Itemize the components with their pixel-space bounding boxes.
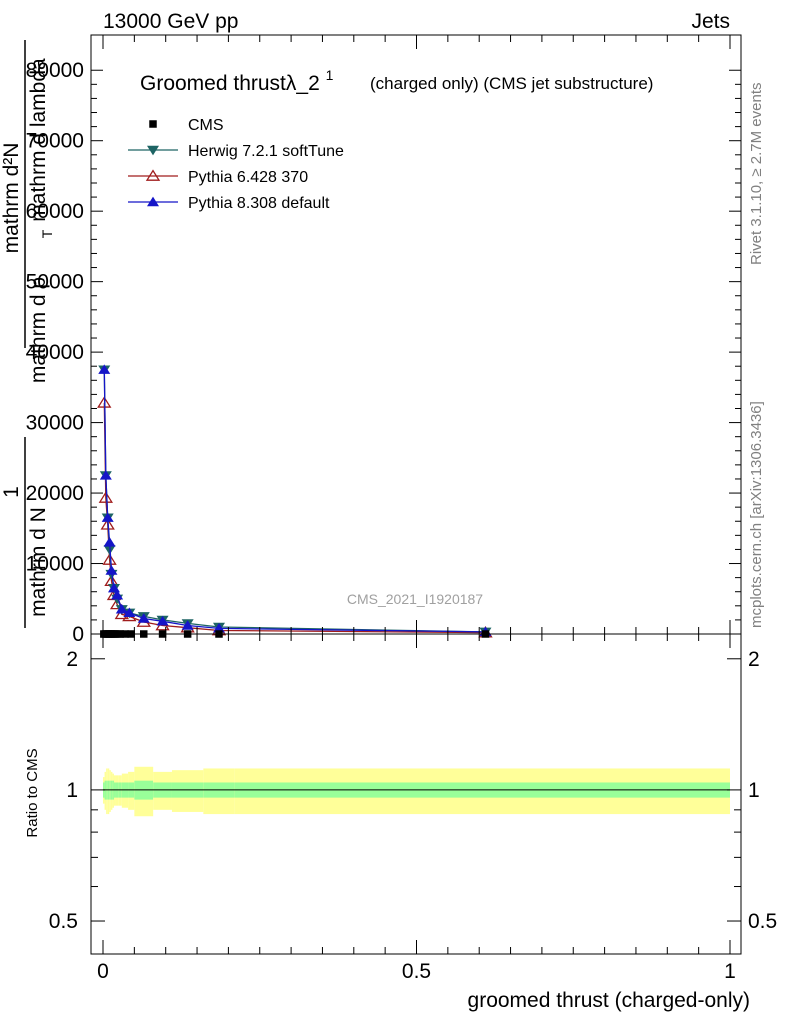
point-pythia-8-308-default (111, 589, 124, 600)
main-ytick-label: 60000 (26, 200, 84, 223)
mcplots-label: mcplots.cern.ch [arXiv:1306.3436] (748, 401, 765, 628)
x-axis-label: groomed thrust (charged-only) (468, 989, 750, 1012)
legend-marker-pythia-8-308-default (147, 196, 159, 207)
point-pythia-6-428-370 (100, 518, 115, 530)
main-ytick-label: 30000 (26, 412, 84, 435)
point-pythia-8-308-default (101, 512, 114, 522)
ratio-xtick-label: 1 (724, 960, 736, 983)
legend-marker-pythia-6-428-370 (145, 169, 161, 181)
y-label-line1: mathrm d²N (0, 143, 23, 254)
ratio-xtick-label: 0.5 (402, 960, 431, 983)
main-ytick-label: 20000 (26, 482, 84, 505)
point-pythia-8-308-default (107, 582, 120, 593)
chart-title: Groomed thrustλ_2 1 (140, 67, 334, 95)
ratio-xtick-label: 0 (97, 960, 109, 983)
main-ytick-label: 50000 (26, 271, 84, 294)
rivet-label: Rivet 3.1.10, ≥ 2.7M events (748, 83, 765, 266)
ratio-ytick-label-right: 2 (748, 648, 760, 671)
legend-label-pythia-6-428-370: Pythia 6.428 370 (188, 169, 308, 186)
main-panel: 0 10000 20000 30000 40000 50000 60000 70000 8000… (0, 34, 742, 646)
y-axis-label: 1 mathrm d N mathrm d²N mathrm d p T mat… (0, 40, 55, 628)
y-label-subscript: T (39, 229, 55, 238)
main-ytick-label: 0 (72, 623, 84, 646)
point-pythia-8-308-default (181, 620, 194, 630)
ratio-ytick-label-right: 1 (748, 779, 760, 802)
ratio-ytick-label-right: 0.5 (748, 910, 777, 933)
main-watermark: CMS_2021_I1920187 (347, 591, 483, 607)
point-pythia-8-308-default (156, 615, 169, 626)
legend: CMS Herwig 7.2.1 softTune Pythia 6.428 370… (128, 117, 344, 212)
point-pythia-8-308-default (212, 622, 225, 633)
point-pythia-6-428-370 (98, 491, 113, 503)
point-pythia-8-308-default (115, 603, 128, 614)
ratio-ytick-label: 0.5 (49, 910, 78, 933)
point-pythia-6-428-370 (114, 607, 129, 620)
point-pythia-6-428-370 (102, 553, 117, 565)
main-ytick-label: 70000 (26, 130, 84, 153)
point-pythia-8-308-default (98, 364, 111, 374)
ratio-ytick-label: 1 (66, 779, 78, 802)
y-label-line3: mathrm d lambda (27, 58, 50, 222)
energy-label: 13000 GeV pp (103, 10, 238, 33)
y-label-numerator: 1 (0, 486, 23, 498)
chart-subtitle: (charged only) (CMS jet substructure) (370, 74, 653, 93)
category-label: Jets (691, 10, 730, 33)
chart-title-main: Groomed thrustλ_2 (140, 72, 320, 95)
point-pythia-8-308-default (105, 565, 118, 575)
main-ytick-label: 40000 (26, 341, 84, 364)
ratio-ytick-label: 2 (66, 648, 78, 671)
legend-label-cms: CMS (188, 117, 224, 134)
chart-title-superscript: 1 (326, 67, 334, 83)
ratio-y-label: Ratio to CMS (24, 748, 41, 837)
point-pythia-8-308-default (137, 613, 150, 623)
legend-label-herwig-7-2-1-softtune: Herwig 7.2.1 softTune (188, 143, 344, 160)
ratio-panel: 0.5 0.5 1 1 2 2 0 0.5 1 Ratio to CMS (24, 633, 777, 983)
point-pythia-8-308-default (99, 470, 112, 480)
y-label-line2: mathrm d p (27, 277, 50, 383)
legend-marker-herwig-7-2-1-softtune (147, 145, 159, 156)
legend-label-pythia-8-308-default: Pythia 8.308 default (188, 195, 330, 212)
y-label-denominator: mathrm d N (27, 507, 50, 617)
point-pythia-8-308-default (103, 536, 116, 547)
point-pythia-8-308-default (123, 607, 136, 618)
main-ytick-label: 80000 (26, 59, 84, 82)
legend-marker-cms (149, 120, 157, 128)
main-ytick-label: 10000 (26, 553, 84, 576)
